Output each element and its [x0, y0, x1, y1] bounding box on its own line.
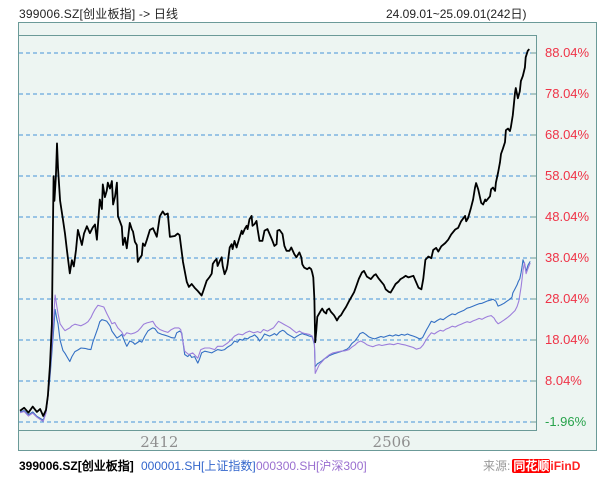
legend-item-2: 000300.SH[沪深300]: [256, 459, 367, 473]
date-range: 24.09.01~25.09.01(242日): [386, 7, 527, 21]
y-axis-label: 78.04%: [545, 86, 590, 101]
y-axis-label: 18.04%: [545, 332, 590, 347]
series-line: [19, 262, 531, 422]
y-axis-label: 58.04%: [545, 168, 590, 183]
y-axis-label: 68.04%: [545, 127, 590, 142]
plot-area[interactable]: [18, 35, 537, 431]
source-credit: 来源: 同花顺 iFinD: [483, 457, 580, 474]
x-axis-label: 2506: [372, 433, 411, 451]
source-prefix: 来源:: [483, 459, 511, 473]
y-axis-label: -1.96%: [545, 414, 587, 429]
y-axis-label: 8.04%: [545, 373, 582, 388]
y-axis-label: 48.04%: [545, 209, 590, 224]
ifind-label: iFinD: [550, 458, 581, 473]
ths-logo: 同花顺: [512, 458, 551, 473]
y-axis-label: 38.04%: [545, 250, 590, 265]
y-axis-label: 88.04%: [545, 45, 590, 60]
price-lines-canvas[interactable]: [19, 36, 536, 430]
y-axis-label: 28.04%: [545, 291, 590, 306]
legend-item-1: 000001.SH[上证指数]: [141, 459, 256, 473]
x-axis-label: 2412: [140, 433, 179, 451]
chart-title: 399006.SZ[创业板指] -> 日线: [19, 7, 179, 21]
series-line: [19, 259, 531, 421]
series-line: [19, 48, 530, 417]
legend-item-0: 399006.SZ[创业板指]: [19, 459, 134, 473]
